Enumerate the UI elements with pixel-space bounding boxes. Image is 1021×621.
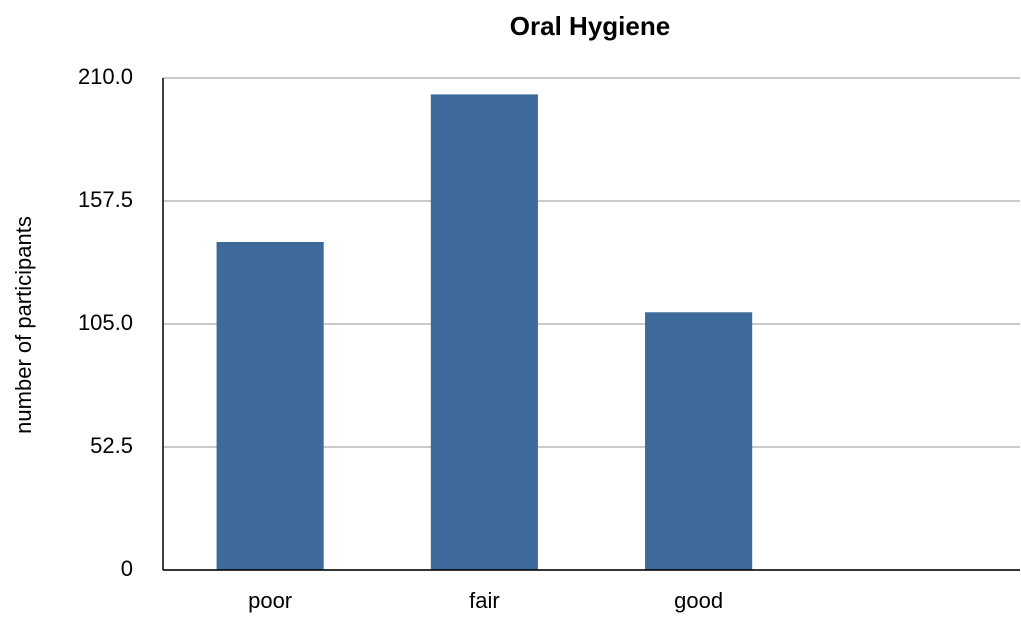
x-tick-label: good	[674, 588, 723, 613]
x-tick-label: poor	[248, 588, 292, 613]
y-tick-label: 157.5	[78, 187, 133, 212]
bar	[645, 312, 753, 570]
y-axis-label: number of participants	[11, 216, 36, 434]
bar	[216, 242, 324, 570]
y-tick-label: 105.0	[78, 310, 133, 335]
x-tick-label: fair	[469, 588, 500, 613]
y-tick-label: 52.5	[90, 433, 133, 458]
chart-title: Oral Hygiene	[510, 11, 670, 41]
bar	[430, 94, 538, 571]
y-tick-label: 0	[121, 556, 133, 581]
y-tick-label: 210.0	[78, 64, 133, 89]
